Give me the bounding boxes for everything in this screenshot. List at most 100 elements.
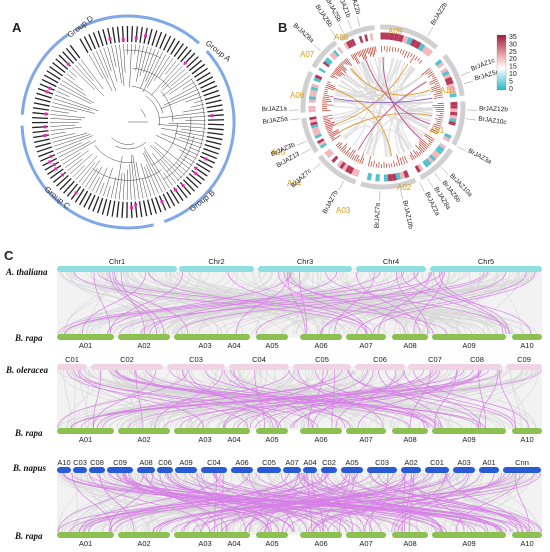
tree-leaf [193,67,208,78]
tree-branch [52,132,88,143]
density-bar [344,147,352,155]
heat-cell [333,157,341,166]
heat-cell [342,163,349,172]
chromosome-bar [229,364,289,370]
tree-branch [103,167,113,197]
density-bar [421,139,430,147]
density-bar [323,119,331,123]
tree-branch [66,73,75,81]
chromosome-bar [392,428,428,434]
tree-leaf [111,200,116,217]
synteny-link-magenta [324,472,354,533]
synteny-link-gray [291,271,492,335]
density-bar [429,78,438,84]
chromosome-label: A02 [137,539,150,548]
density-bar [339,63,348,71]
tree-branch [178,149,197,160]
heat-cell [406,36,413,46]
density-bar [399,48,402,54]
synteny-link-magenta [171,472,526,533]
tree-leaf [206,135,223,141]
tree-marker [144,34,148,38]
heat-cell [424,48,433,57]
heat-cell [314,133,322,139]
density-bar [404,155,408,164]
tree-branch [99,49,117,92]
synteny-link-gray [67,472,227,533]
chromosome-label: C09 [113,458,127,467]
chromosome-label: A05 [265,341,278,350]
density-bar [332,71,340,77]
synteny-link-gray [456,472,535,533]
heat-cell [445,130,454,136]
density-bar [373,160,375,168]
synteny-link-magenta [109,472,290,533]
chromosome-bar [356,266,426,272]
chromosome-label: A10 [520,539,533,548]
density-bar [396,154,401,166]
synteny-link-magenta [109,472,508,533]
density-bar [324,88,328,91]
tree-branch [160,159,180,182]
synteny-link-magenta [293,369,441,429]
tree-leaf [203,89,219,97]
chromosome-ideogram [380,24,439,50]
tree-branch [182,107,205,113]
tree-branch [55,135,94,151]
heat-cell [356,36,362,45]
density-bar [325,86,335,91]
chromosome-label: A06 [235,458,248,467]
synteny-link-gray [57,472,82,533]
density-bar [363,49,368,59]
heat-cell [417,43,426,52]
legend-colorbar [496,34,507,91]
tree-branch [91,176,100,192]
chromosome-bar [293,364,351,370]
tree-branch [81,160,101,186]
synteny-link-gray [64,472,201,533]
density-bar [324,121,331,124]
tree-branch [72,165,85,178]
species-label-thaliana: A. thaliana [5,267,48,277]
chromosome-label: A07 [359,341,372,350]
heat-cell [324,59,332,66]
heat-cell [310,121,318,126]
density-bar [394,47,397,52]
density-bar [329,131,339,137]
heat-cell [435,147,443,155]
chromosome-label: Chr5 [478,257,494,266]
gene-tick [356,16,361,27]
tree-leaf [159,33,167,49]
chromosome-bar [118,428,170,434]
synteny-link-magenta [372,271,536,335]
legend-tick-label: 0 [509,86,513,93]
gene-tick [301,148,311,155]
tree-leaf [188,59,203,72]
density-bar [338,146,342,150]
tree-leaf [169,189,180,204]
synteny-link-gray [66,271,223,335]
gene-tick [441,167,449,175]
tree-branch [95,50,109,79]
chromosome-bar [218,532,250,538]
synteny-link-magenta [277,369,405,429]
heat-cell [362,171,369,180]
density-bar [331,134,341,141]
synteny-link-magenta [163,369,542,429]
synteny-link-gray [370,131,387,157]
synteny-link-gray [150,369,194,429]
density-bar [417,58,420,62]
synteny-link-color [335,63,409,125]
chromosome-label: C08 [470,355,484,364]
synteny-link-gray [431,271,435,335]
tree-leaf [207,109,224,113]
chromosome-label: A08 [403,341,416,350]
tree-leaf [97,30,104,47]
synteny-link-gray [188,271,443,335]
heat-cell [434,59,443,67]
tree-leaf [196,71,211,82]
synteny-link-magenta [143,472,280,533]
tree-branch [60,140,97,162]
legend-tick-label: 10 [509,71,517,78]
